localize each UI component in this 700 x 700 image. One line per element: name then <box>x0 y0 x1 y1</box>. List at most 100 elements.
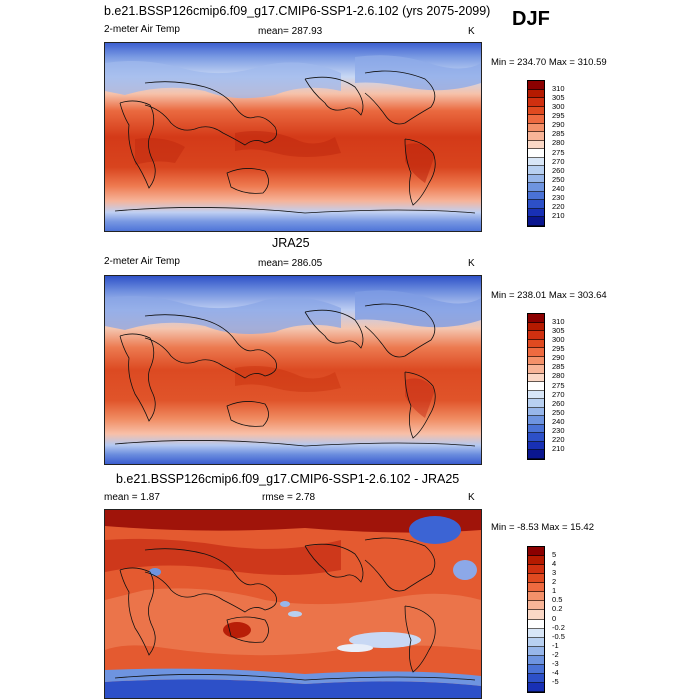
panel-2-colorbar <box>527 313 545 460</box>
panel-1-map <box>104 42 482 232</box>
colorbar-cell <box>528 433 544 442</box>
colorbar-cell <box>528 424 544 434</box>
colorbar-tick-label: 275 <box>552 147 565 157</box>
colorbar-tick-label: 240 <box>552 416 565 426</box>
panel-3-minmax: Min = -8.53 Max = 15.42 <box>491 522 594 533</box>
colorbar-cell <box>528 149 544 158</box>
colorbar-cell <box>528 407 544 417</box>
panel-3-difference-field <box>105 510 481 698</box>
colorbar-cell <box>528 664 544 674</box>
colorbar-tick-label: -0.5 <box>552 631 565 641</box>
panel-3-colorbar-labels: 5 4 3 2 1 0.5 0.2 0 -0.2 -0.5 -1 -2 -3 -4 -5 <box>550 546 590 696</box>
panel-2-minmax: Min = 238.01 Max = 303.64 <box>491 290 607 301</box>
panel-1-colorbar-labels: 310 305 300 295 290 285 280 275 270 260 250 240 230 2… <box>550 80 590 230</box>
colorbar-cell <box>528 547 544 557</box>
colorbar-tick-label: 0.2 <box>552 604 563 614</box>
colorbar-tick-label: 230 <box>552 425 565 435</box>
colorbar-cell <box>528 565 544 575</box>
colorbar-cell <box>528 314 544 323</box>
colorbar-cell <box>528 183 544 192</box>
colorbar-tick-label: 290 <box>552 353 565 363</box>
colorbar-tick-label: 310 <box>552 84 565 94</box>
colorbar-cell <box>528 339 544 349</box>
panel-2-colorbar-labels: 310 305 300 295 290 285 280 275 270 260 250 240 230 2… <box>550 313 590 463</box>
panel-2-title: JRA25 <box>272 236 310 250</box>
colorbar-tick-label: 5 <box>552 550 557 560</box>
colorbar-cell <box>528 191 544 201</box>
colorbar-tick-label: -2 <box>552 649 559 659</box>
colorbar-cell <box>528 583 544 593</box>
colorbar-cell <box>528 373 544 383</box>
colorbar-tick-label: 250 <box>552 174 565 184</box>
colorbar-cell <box>528 106 544 116</box>
colorbar-tick-label: -0.2 <box>552 622 565 632</box>
panel-3-units-label: K <box>468 492 475 503</box>
season-label: DJF <box>512 8 550 30</box>
colorbar-tick-label: 280 <box>552 138 565 148</box>
colorbar-tick-label: 305 <box>552 326 565 336</box>
panel-1-title: b.e21.BSSP126cmip6.f09_g17.CMIP6-SSP1-2.… <box>104 4 491 18</box>
colorbar-cell <box>528 208 544 218</box>
colorbar-cell <box>528 132 544 141</box>
colorbar-tick-label: 0 <box>552 613 557 623</box>
colorbar-tick-label: 260 <box>552 165 565 175</box>
colorbar-cell <box>528 331 544 340</box>
colorbar-tick-label: 210 <box>552 443 565 453</box>
colorbar-cell <box>528 115 544 124</box>
colorbar-tick-label: 220 <box>552 201 565 211</box>
colorbar-cell <box>528 655 544 665</box>
colorbar-tick-label: -3 <box>552 658 559 668</box>
colorbar-cell <box>528 556 544 566</box>
panel-3-colorbar <box>527 546 545 693</box>
colorbar-tick-label: 1 <box>552 586 557 596</box>
panel-1-colorbar <box>527 80 545 227</box>
colorbar-cell <box>528 123 544 133</box>
colorbar-cell <box>528 89 544 99</box>
colorbar-tick-label: 270 <box>552 389 565 399</box>
colorbar-tick-label: 270 <box>552 156 565 166</box>
panel-1-minmax: Min = 234.70 Max = 310.59 <box>491 57 607 68</box>
colorbar-cell <box>528 441 544 451</box>
colorbar-tick-label: 230 <box>552 192 565 202</box>
colorbar-cell <box>528 166 544 175</box>
colorbar-cell <box>528 601 544 611</box>
colorbar-cell <box>528 416 544 425</box>
colorbar-cell <box>528 646 544 656</box>
colorbar-tick-label: 295 <box>552 344 565 354</box>
colorbar-tick-label: 250 <box>552 407 565 417</box>
colorbar-tick-label: 310 <box>552 317 565 327</box>
colorbar-tick-label: 220 <box>552 434 565 444</box>
colorbar-cell <box>528 200 544 209</box>
colorbar-cell <box>528 450 544 459</box>
colorbar-tick-label: 4 <box>552 559 557 569</box>
colorbar-tick-label: 285 <box>552 362 565 372</box>
colorbar-tick-label: 295 <box>552 111 565 121</box>
colorbar-cell <box>528 682 544 692</box>
colorbar-cell <box>528 157 544 167</box>
colorbar-tick-label: 240 <box>552 183 565 193</box>
colorbar-tick-label: 3 <box>552 568 557 578</box>
colorbar-cell <box>528 174 544 184</box>
colorbar-tick-label: -1 <box>552 640 559 650</box>
colorbar-cell <box>528 348 544 357</box>
colorbar-cell <box>528 356 544 366</box>
colorbar-cell <box>528 619 544 629</box>
colorbar-cell <box>528 592 544 602</box>
colorbar-tick-label: 300 <box>552 335 565 345</box>
colorbar-cell <box>528 399 544 408</box>
panel-1-units-label: K <box>468 26 475 37</box>
colorbar-tick-label: 300 <box>552 102 565 112</box>
colorbar-cell <box>528 628 544 638</box>
panel-2-units-label: K <box>468 258 475 269</box>
colorbar-cell <box>528 382 544 391</box>
colorbar-cell <box>528 140 544 150</box>
panel-3-title: b.e21.BSSP126cmip6.f09_g17.CMIP6-SSP1-2.… <box>116 472 460 486</box>
colorbar-cell <box>528 637 544 647</box>
colorbar-tick-label: -5 <box>552 676 559 686</box>
colorbar-cell <box>528 365 544 374</box>
colorbar-tick-label: 290 <box>552 120 565 130</box>
panel-3-map <box>104 509 482 699</box>
colorbar-tick-label: 280 <box>552 371 565 381</box>
colorbar-cell <box>528 98 544 107</box>
panel-3-mean-label: mean = 1.87 <box>104 492 160 503</box>
